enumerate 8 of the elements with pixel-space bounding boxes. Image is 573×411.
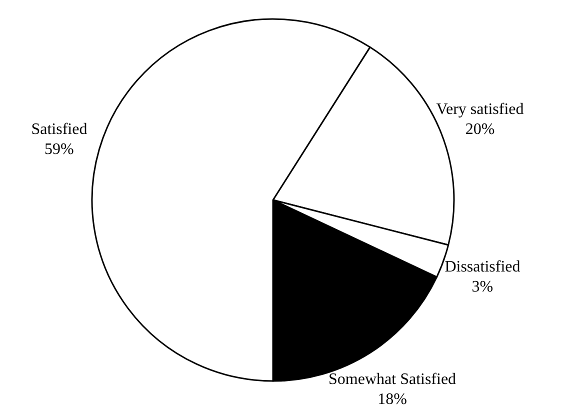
slice-label: Somewhat Satisfied xyxy=(328,370,456,388)
data-label: 59% xyxy=(44,140,74,158)
slice-label: Satisfied xyxy=(31,120,88,138)
slice-label: Very satisfied xyxy=(436,101,524,118)
data-label: 3% xyxy=(472,278,494,296)
data-label: 20% xyxy=(465,121,495,138)
slice-label: Dissatisfied xyxy=(444,258,520,276)
data-label: 18% xyxy=(378,390,407,408)
